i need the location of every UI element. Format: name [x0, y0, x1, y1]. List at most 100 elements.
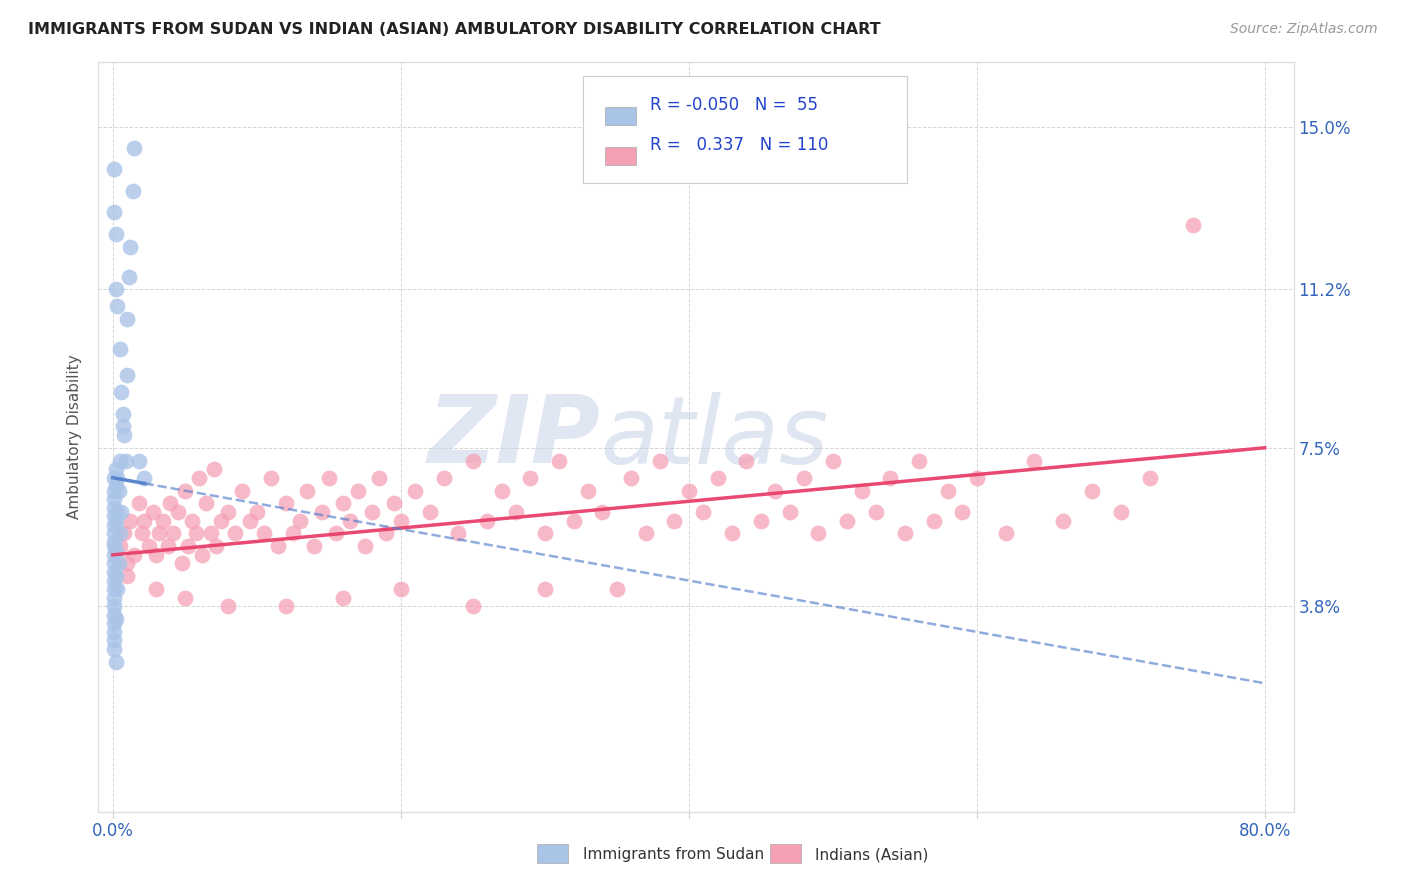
Point — [103, 539, 125, 553]
Point — [108, 526, 131, 541]
Point — [908, 453, 931, 467]
Point — [145, 582, 167, 596]
Point — [447, 526, 470, 541]
Point — [205, 539, 228, 553]
Point — [103, 591, 125, 605]
Point — [893, 526, 915, 541]
Point — [519, 471, 541, 485]
Point — [159, 496, 181, 510]
Point — [162, 526, 184, 541]
Point — [461, 599, 484, 614]
Point — [134, 471, 156, 485]
Point — [186, 526, 208, 541]
Point — [749, 514, 772, 528]
Point — [103, 483, 125, 498]
Point — [664, 514, 686, 528]
Point — [108, 539, 131, 553]
Point — [142, 505, 165, 519]
Point — [576, 483, 599, 498]
Point — [148, 526, 170, 541]
Point — [735, 453, 758, 467]
Point — [678, 483, 700, 498]
Point — [145, 548, 167, 562]
Point — [103, 526, 125, 541]
Point — [311, 505, 333, 519]
Point — [382, 496, 405, 510]
Point — [548, 453, 571, 467]
Point — [103, 557, 125, 571]
Point — [134, 514, 156, 528]
Point — [389, 582, 412, 596]
Point — [295, 483, 318, 498]
Point — [274, 599, 297, 614]
Point — [114, 453, 136, 467]
Point — [634, 526, 657, 541]
Point — [591, 505, 613, 519]
Point — [188, 471, 211, 485]
Point — [195, 496, 218, 510]
Point — [209, 514, 232, 528]
Point — [103, 582, 125, 596]
Point — [103, 500, 125, 515]
Point — [202, 462, 225, 476]
Point — [339, 514, 361, 528]
Point — [793, 471, 815, 485]
Point — [103, 205, 125, 219]
Point — [103, 517, 125, 532]
Point — [173, 483, 195, 498]
Point — [505, 505, 527, 519]
Point — [156, 539, 179, 553]
Point — [304, 539, 326, 553]
Point — [118, 269, 141, 284]
Point — [103, 471, 125, 485]
Point — [533, 526, 555, 541]
Point — [111, 419, 134, 434]
Point — [110, 505, 132, 519]
Point — [103, 162, 125, 177]
Y-axis label: Ambulatory Disability: Ambulatory Disability — [67, 355, 83, 519]
Point — [950, 505, 973, 519]
Point — [332, 496, 354, 510]
Point — [332, 591, 354, 605]
Point — [104, 479, 127, 493]
Point — [477, 514, 499, 528]
Point — [176, 539, 198, 553]
Point — [491, 483, 513, 498]
Point — [105, 582, 128, 596]
Point — [107, 557, 129, 571]
Point — [389, 514, 412, 528]
Point — [128, 453, 150, 467]
Point — [128, 496, 150, 510]
Text: Immigrants from Sudan: Immigrants from Sudan — [583, 847, 765, 862]
Point — [152, 514, 174, 528]
Point — [1181, 218, 1204, 232]
Point — [419, 505, 441, 519]
Text: R =   0.337   N = 110: R = 0.337 N = 110 — [650, 136, 828, 154]
Text: R = -0.050   N =  55: R = -0.050 N = 55 — [650, 96, 817, 114]
Point — [104, 282, 127, 296]
Point — [253, 526, 276, 541]
Point — [606, 582, 628, 596]
Point — [103, 633, 125, 648]
Text: ZIP: ZIP — [427, 391, 600, 483]
Point — [231, 483, 253, 498]
Point — [166, 505, 188, 519]
Point — [110, 385, 132, 400]
Point — [368, 471, 391, 485]
Point — [1052, 514, 1074, 528]
Point — [120, 514, 142, 528]
Point — [103, 535, 125, 549]
Point — [103, 548, 125, 562]
Point — [131, 526, 153, 541]
Point — [105, 300, 128, 314]
Point — [361, 505, 384, 519]
Point — [994, 526, 1017, 541]
Point — [104, 543, 127, 558]
Point — [763, 483, 786, 498]
Point — [112, 526, 135, 541]
Point — [122, 184, 145, 198]
Point — [124, 141, 146, 155]
Point — [821, 453, 844, 467]
Point — [461, 453, 484, 467]
Point — [346, 483, 368, 498]
